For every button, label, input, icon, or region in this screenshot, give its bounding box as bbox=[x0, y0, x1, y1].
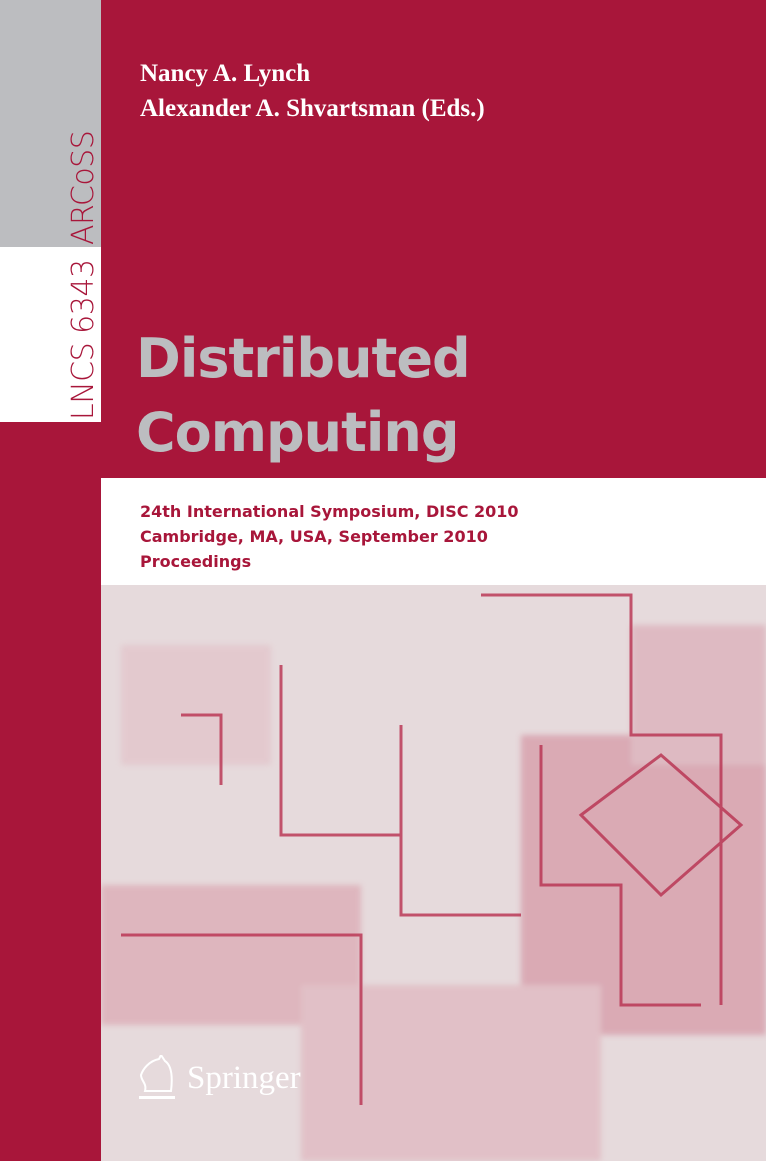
circuit-pattern-artwork bbox=[101, 585, 766, 1161]
subtitle: 24th International Symposium, DISC 2010 … bbox=[140, 499, 519, 574]
series-strip-red bbox=[0, 422, 101, 1161]
subtitle-line: 24th International Symposium, DISC 2010 bbox=[140, 502, 519, 521]
lncs-volume-label: LNCS 6343 bbox=[66, 259, 101, 420]
title-line: Computing bbox=[136, 401, 460, 464]
editors: Nancy A. Lynch Alexander A. Shvartsman (… bbox=[140, 56, 485, 126]
title-line: Distributed bbox=[136, 327, 471, 390]
series-strip-gray bbox=[0, 0, 101, 247]
publisher-name: Springer bbox=[187, 1059, 301, 1096]
circuit-pattern bbox=[101, 585, 766, 1161]
knight-horse-icon bbox=[139, 1055, 175, 1099]
arcoss-label: ARCoSS bbox=[66, 130, 101, 245]
subtitle-line: Cambridge, MA, USA, September 2010 bbox=[140, 527, 488, 546]
cover-top-panel bbox=[101, 0, 766, 478]
editor-name: Nancy A. Lynch bbox=[140, 60, 311, 87]
editor-name: Alexander A. Shvartsman (Eds.) bbox=[140, 95, 485, 122]
series-strip-white bbox=[0, 247, 101, 422]
book-title: Distributed Computing bbox=[136, 322, 471, 470]
subtitle-band bbox=[101, 478, 766, 585]
publisher-logo: Springer bbox=[135, 1055, 301, 1101]
subtitle-line: Proceedings bbox=[140, 552, 252, 571]
